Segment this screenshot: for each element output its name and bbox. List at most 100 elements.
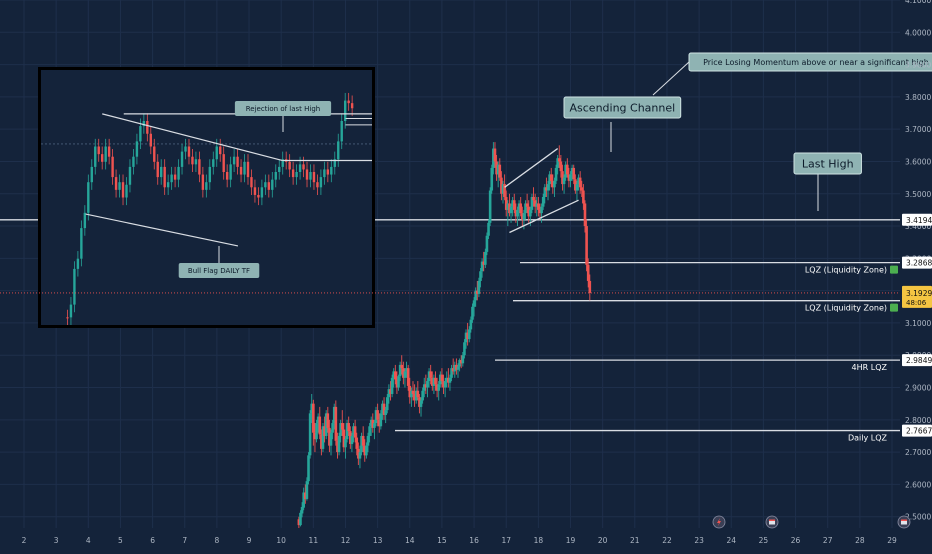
time-axis[interactable]: 2 3 4 5 6 7 8 9 10 11 12 13 14 15 16 17 18 19 20 21 22 23 24 25… <box>0 530 932 550</box>
candle-body <box>545 187 548 191</box>
candle-body <box>365 445 368 456</box>
candle-body <box>525 203 529 207</box>
candle-body <box>442 381 445 388</box>
momentum-label: Price Losing Momentum above or near a si… <box>703 58 929 67</box>
candle-body <box>471 306 474 320</box>
inset-candle <box>305 169 309 180</box>
candle-body <box>527 206 531 217</box>
ascending-channel-label-box <box>563 96 682 119</box>
candle-body <box>504 196 508 210</box>
inset-candle <box>90 166 93 183</box>
date-tick-label: 18 <box>534 536 544 545</box>
candle-body <box>416 390 420 398</box>
candle-body <box>467 329 471 340</box>
inset-candle <box>212 159 215 167</box>
date-tick-label: 19 <box>566 536 576 545</box>
price-tag[interactable] <box>902 424 932 437</box>
candle-body <box>575 184 579 191</box>
candle-body <box>492 148 495 168</box>
price-tick-label: 3.5000 <box>905 190 931 199</box>
inset-trend-line <box>85 213 239 247</box>
inset-candle <box>350 103 354 109</box>
price-tick-label: 3.1000 <box>905 319 931 328</box>
candle-body <box>305 481 309 499</box>
price-tick-label: 4.0000 <box>905 28 931 37</box>
candle-body <box>320 434 323 449</box>
inset-candle <box>281 159 284 167</box>
last-price-tag[interactable] <box>902 285 932 308</box>
candle-body <box>374 410 378 424</box>
candle-body <box>384 410 387 415</box>
price-tag[interactable] <box>902 213 932 226</box>
inset-trend-line <box>102 113 283 162</box>
inset-candle <box>236 156 239 167</box>
candle-body <box>316 416 320 424</box>
inset-candle <box>97 146 100 155</box>
candle-body <box>427 371 431 382</box>
date-tick-label: 27 <box>823 536 833 545</box>
candle-body <box>549 174 553 181</box>
candle-body <box>464 332 468 343</box>
event-icons[interactable] <box>712 515 911 529</box>
candles <box>297 142 592 528</box>
date-tick-label: 15 <box>437 536 447 545</box>
inset-candle <box>153 146 156 162</box>
inset-candle <box>347 100 350 104</box>
candle-body <box>512 200 516 210</box>
annotations: Ascending Channel Price Losing Momentum a… <box>563 52 932 211</box>
date-tick-label: 28 <box>855 536 865 545</box>
price-tag[interactable] <box>902 256 932 269</box>
inset-candle <box>125 184 128 198</box>
calendar-icon[interactable] <box>765 515 779 529</box>
candle-body <box>508 203 511 214</box>
candle-body <box>538 209 542 214</box>
inset-candle <box>87 182 90 213</box>
inset-candle <box>295 172 298 178</box>
candle-body <box>394 371 397 380</box>
candle-body <box>408 385 412 398</box>
candle-body <box>588 280 592 293</box>
price-axis[interactable]: 4.1000 4.0000 3.9000 3.8000 3.7000 3.6000 3.50… <box>0 0 932 522</box>
inset-candle <box>76 258 80 269</box>
inset-candle <box>94 146 97 167</box>
calendar-glyph <box>769 519 775 525</box>
candle-body <box>369 419 373 427</box>
candle-body <box>418 397 421 407</box>
candle-body <box>582 190 585 204</box>
candle-body <box>400 364 404 369</box>
inset-candle <box>215 146 218 160</box>
price-tag[interactable] <box>902 354 932 367</box>
candle-body <box>368 426 371 436</box>
candle-body <box>349 431 352 445</box>
candle-body <box>554 167 558 181</box>
inset-candle <box>260 187 264 198</box>
candle-body <box>413 393 416 401</box>
candle-body <box>479 271 482 281</box>
candle-body <box>392 371 396 378</box>
candle-body <box>458 360 461 367</box>
channel-line <box>504 148 559 188</box>
candle-body <box>332 406 336 424</box>
candle-body <box>419 400 423 407</box>
inset-candle <box>170 174 173 183</box>
candle-body <box>469 319 473 330</box>
inset-candle <box>194 159 198 165</box>
candle-body <box>366 435 370 446</box>
inset-label-box <box>234 101 332 116</box>
candle-body <box>461 355 465 364</box>
candle-body <box>564 164 567 178</box>
momentum-label-box <box>688 52 932 72</box>
lightning-icon[interactable] <box>712 515 726 529</box>
candle-body <box>355 437 359 449</box>
price-tick-label: 3.9000 <box>905 61 931 70</box>
candle-body <box>463 342 466 356</box>
inset-candle <box>333 159 336 167</box>
candle-body <box>381 403 384 414</box>
candle-body <box>566 164 569 175</box>
calendar-icon[interactable] <box>897 515 911 529</box>
price-tick-label: 2.5000 <box>905 513 931 522</box>
candle-body <box>390 377 394 394</box>
candle-body <box>315 423 318 440</box>
candle-body <box>352 426 355 436</box>
